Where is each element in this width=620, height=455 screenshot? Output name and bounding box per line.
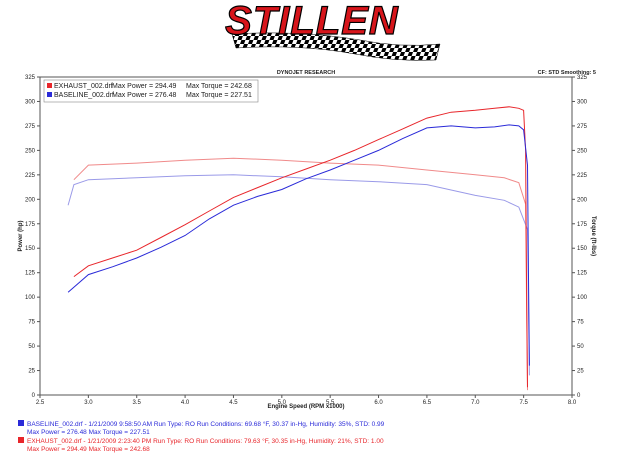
y-tick-label: 75 bbox=[28, 320, 35, 326]
y-tick-label: 100 bbox=[25, 295, 36, 301]
legend-swatch bbox=[47, 92, 52, 97]
y2-tick-label: 75 bbox=[577, 320, 584, 326]
y2-tick-label: 0 bbox=[577, 393, 581, 399]
y-tick-label: 150 bbox=[25, 246, 36, 252]
footer-line: Max Power = 276.48 Max Torque = 227.51 bbox=[27, 429, 150, 436]
y2-tick-label: 250 bbox=[577, 148, 588, 154]
y-axis-title: Power (hp) bbox=[18, 220, 24, 251]
x-tick-label: 5.5 bbox=[326, 400, 335, 406]
legend-max-power: Max Power = 294.49 bbox=[112, 83, 177, 90]
x-tick-label: 7.0 bbox=[471, 400, 480, 406]
header-settings: CF: STD Smoothing: 5 bbox=[538, 70, 596, 76]
y2-tick-label: 50 bbox=[577, 344, 584, 350]
series-line bbox=[67, 174, 530, 376]
y-tick-label: 275 bbox=[25, 124, 36, 130]
legend-swatch bbox=[47, 83, 52, 88]
y-tick-label: 0 bbox=[32, 393, 36, 399]
y-tick-label: 50 bbox=[28, 344, 35, 350]
y2-tick-label: 125 bbox=[577, 271, 588, 277]
y-tick-label: 225 bbox=[25, 173, 36, 179]
legend-max-torque: Max Torque = 227.51 bbox=[186, 92, 252, 99]
y-tick-label: 300 bbox=[25, 99, 36, 105]
legend-label: BASELINE_002.drf bbox=[54, 92, 114, 99]
footer-swatch bbox=[18, 420, 24, 426]
y2-tick-label: 275 bbox=[577, 124, 588, 130]
legend-max-power: Max Power = 276.48 bbox=[112, 92, 177, 99]
legend-label: EXHAUST_002.drf bbox=[54, 83, 113, 90]
logo: STILLEN bbox=[225, 0, 399, 43]
x-tick-label: 2.5 bbox=[36, 400, 45, 406]
y-tick-label: 250 bbox=[25, 148, 36, 154]
y-tick-label: 125 bbox=[25, 271, 36, 277]
y2-tick-label: 175 bbox=[577, 222, 588, 228]
footer-swatch bbox=[18, 437, 24, 443]
x-tick-label: 4.5 bbox=[229, 400, 238, 406]
y-tick-label: 25 bbox=[28, 369, 35, 375]
y2-tick-label: 150 bbox=[577, 246, 588, 252]
plot-frame bbox=[39, 76, 573, 396]
y2-tick-label: 225 bbox=[577, 173, 588, 179]
y2-tick-label: 200 bbox=[577, 197, 588, 203]
legend-max-torque: Max Torque = 242.68 bbox=[186, 83, 252, 90]
footer-line: EXHAUST_002.drf - 1/21/2009 2:23:40 PM R… bbox=[27, 437, 384, 445]
x-tick-label: 6.5 bbox=[423, 400, 432, 406]
x-tick-label: 8.0 bbox=[568, 400, 577, 406]
y-tick-label: 325 bbox=[25, 75, 36, 81]
footer-line: BASELINE_002.drf - 1/21/2009 9:58:50 AM … bbox=[27, 420, 385, 428]
x-axis-title: Engine Speed (RPM x1000) bbox=[267, 404, 344, 410]
y2-axis-title: Torque (ft-lbs) bbox=[590, 216, 596, 256]
legend-box bbox=[43, 79, 259, 103]
y-tick-label: 200 bbox=[25, 197, 36, 203]
y2-tick-label: 100 bbox=[577, 295, 588, 301]
y2-tick-label: 325 bbox=[577, 75, 588, 81]
series-line bbox=[73, 157, 528, 391]
x-tick-label: 4.0 bbox=[181, 400, 190, 406]
footer-line: Max Power = 294.49 Max Torque = 242.68 bbox=[27, 446, 150, 453]
series-line bbox=[67, 124, 530, 366]
x-tick-label: 6.0 bbox=[374, 400, 383, 406]
logo-flag bbox=[231, 32, 441, 61]
header-title: DYNOJET RESEARCH bbox=[277, 70, 335, 76]
series-line bbox=[73, 106, 528, 388]
y-tick-label: 175 bbox=[25, 222, 36, 228]
x-tick-label: 3.0 bbox=[84, 400, 93, 406]
y2-tick-label: 25 bbox=[577, 369, 584, 375]
x-tick-label: 5.0 bbox=[278, 400, 287, 406]
x-tick-label: 3.5 bbox=[133, 400, 142, 406]
y2-tick-label: 300 bbox=[577, 99, 588, 105]
x-tick-label: 7.5 bbox=[519, 400, 528, 406]
